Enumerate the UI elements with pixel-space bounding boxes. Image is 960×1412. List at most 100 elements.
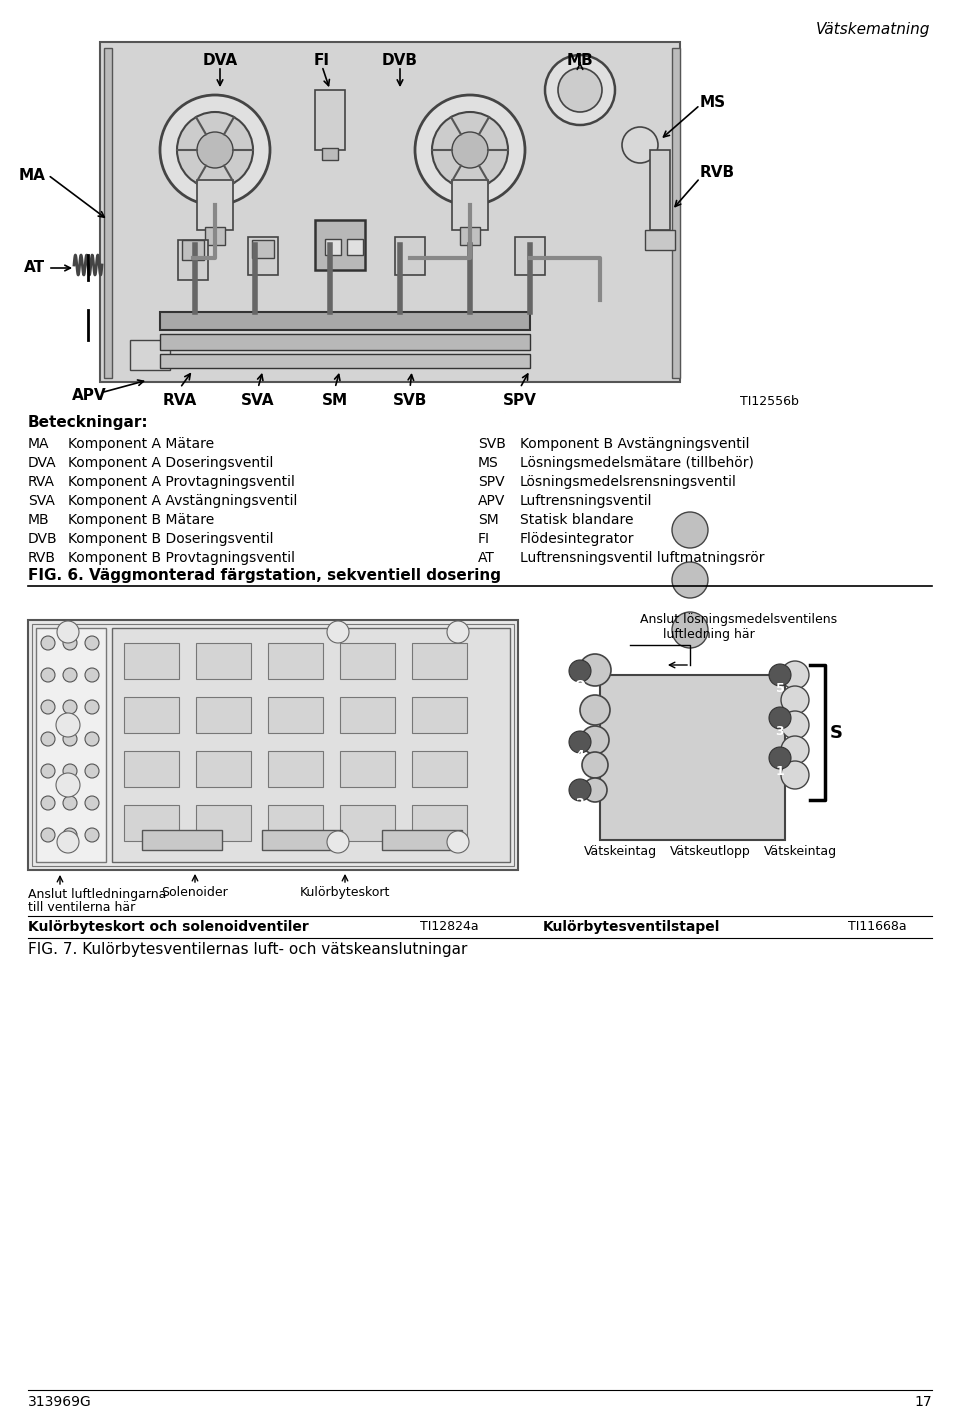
Circle shape [569,731,591,753]
Bar [160,354,530,369]
Circle shape [41,635,55,650]
Text: Komponent B Mätare: Komponent B Mätare [68,513,214,527]
Text: Beteckningar:: Beteckningar: [28,415,149,431]
Text: Vätskeintag: Vätskeintag [584,844,657,858]
Circle shape [447,832,469,853]
Text: 5: 5 [776,682,784,695]
Text: Komponent B Provtagningsventil: Komponent B Provtagningsventil [68,551,295,565]
Circle shape [63,827,77,842]
Circle shape [85,668,99,682]
Text: Komponent A Mätare: Komponent A Mätare [68,436,214,450]
Circle shape [197,131,233,168]
Circle shape [415,95,525,205]
Text: AT: AT [24,260,45,275]
Text: Luftrensningsventil luftmatningsrör: Luftrensningsventil luftmatningsrör [520,551,764,565]
Text: TI12556b: TI12556b [740,395,799,408]
Circle shape [327,621,349,642]
Bar [268,751,323,786]
Text: Solenoider: Solenoider [161,885,228,899]
Circle shape [63,635,77,650]
Circle shape [769,664,791,686]
Bar [268,642,323,679]
Text: MA: MA [28,436,50,450]
Bar [142,830,222,850]
Text: Luftrensningsventil: Luftrensningsventil [520,494,653,508]
Text: FIG. 7. Kulörbytesventilernas luft- och vätskeanslutningar: FIG. 7. Kulörbytesventilernas luft- och … [28,942,468,957]
Circle shape [582,753,608,778]
Circle shape [327,832,349,853]
Circle shape [672,562,708,599]
Circle shape [781,712,809,738]
Text: DVA: DVA [203,54,237,68]
Circle shape [85,635,99,650]
Bar [130,340,170,370]
Bar [412,751,467,786]
Bar [600,675,785,840]
Text: Flödesintegrator: Flödesintegrator [520,532,635,546]
Bar [36,628,106,861]
Text: Vätskeintag: Vätskeintag [763,844,836,858]
Text: MB: MB [566,54,593,68]
Text: Komponent B Doseringsventil: Komponent B Doseringsventil [68,532,274,546]
Bar [197,179,233,230]
Text: MS: MS [478,456,499,470]
Circle shape [447,621,469,642]
Bar [650,150,670,230]
Bar [124,698,179,733]
Text: 4: 4 [576,748,585,762]
Text: Komponent A Provtagningsventil: Komponent A Provtagningsventil [68,474,295,489]
Circle shape [56,772,80,796]
Text: SVB: SVB [393,393,427,408]
Circle shape [545,55,615,126]
Bar [515,237,545,275]
Text: Komponent A Doseringsventil: Komponent A Doseringsventil [68,456,274,470]
Circle shape [63,796,77,810]
Circle shape [781,686,809,714]
Text: till ventilerna här: till ventilerna här [28,901,135,914]
Bar [645,230,675,250]
Text: Statisk blandare: Statisk blandare [520,513,634,527]
Circle shape [41,700,55,714]
Circle shape [85,796,99,810]
Circle shape [41,668,55,682]
Bar [322,148,338,160]
Circle shape [579,654,611,686]
Bar [340,698,395,733]
Circle shape [569,659,591,682]
Circle shape [177,112,253,188]
Text: DVB: DVB [382,54,418,68]
Bar [340,805,395,842]
Bar [178,240,208,280]
Text: Kulörbyteskort och solenoidventiler: Kulörbyteskort och solenoidventiler [28,921,309,933]
Circle shape [41,731,55,746]
Bar [315,220,365,270]
Text: MB: MB [28,513,50,527]
Circle shape [85,827,99,842]
Bar [460,227,480,246]
Circle shape [56,713,80,737]
Circle shape [57,832,79,853]
Bar [196,698,251,733]
Text: SVA: SVA [28,494,55,508]
Bar [452,179,488,230]
Circle shape [57,621,79,642]
Text: APV: APV [478,494,505,508]
Bar [205,227,225,246]
Bar [196,805,251,842]
Text: Lösningsmedelsmätare (tillbehör): Lösningsmedelsmätare (tillbehör) [520,456,754,470]
Text: RVA: RVA [163,393,197,408]
Bar [382,830,462,850]
Circle shape [41,796,55,810]
Circle shape [160,95,270,205]
Circle shape [63,731,77,746]
Bar [252,240,274,258]
Bar [124,642,179,679]
Circle shape [781,661,809,689]
Bar [672,48,680,378]
Text: AT: AT [478,551,494,565]
Text: FI: FI [314,54,330,68]
Text: DVA: DVA [28,456,57,470]
Bar [196,751,251,786]
Text: APV: APV [72,388,107,402]
Circle shape [769,747,791,770]
